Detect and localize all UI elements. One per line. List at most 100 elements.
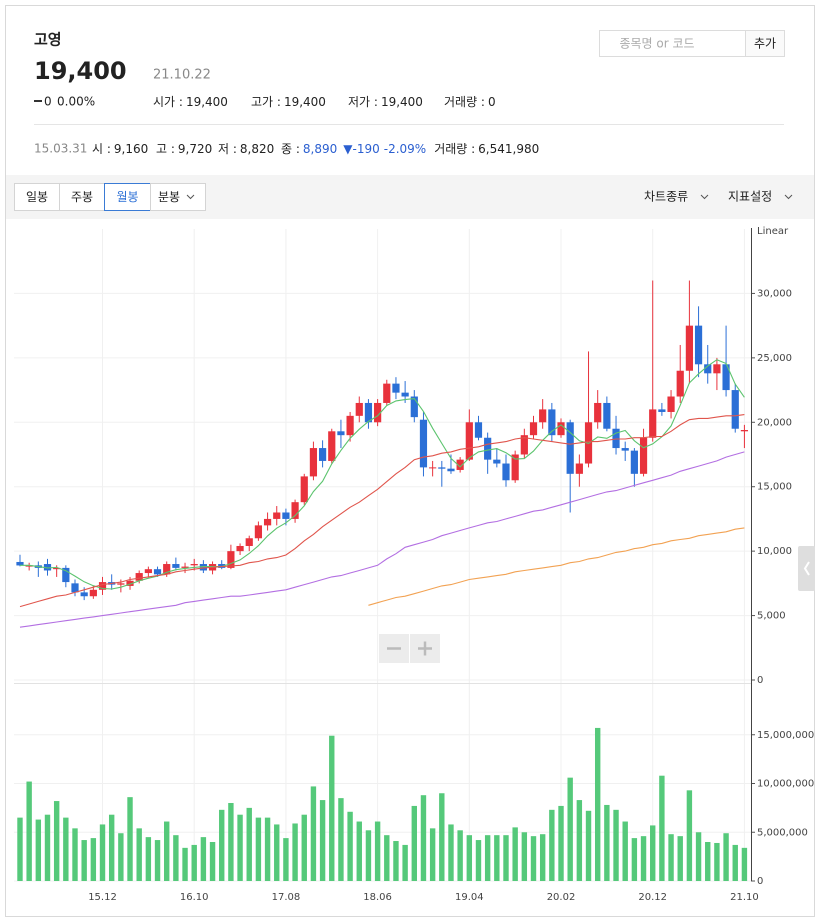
volume-bar bbox=[338, 798, 344, 881]
search-input[interactable] bbox=[599, 30, 746, 57]
volume-bar bbox=[99, 824, 106, 881]
info-value: 8,890 bbox=[303, 142, 337, 156]
volume-bar bbox=[173, 835, 179, 881]
volume-bar bbox=[63, 817, 69, 881]
candle-body bbox=[328, 431, 336, 461]
candle-body bbox=[713, 364, 721, 374]
y-tick-label: 20,000 bbox=[757, 417, 792, 428]
info-value: 9,160 bbox=[114, 142, 148, 156]
candle-body bbox=[25, 565, 33, 567]
candle-body bbox=[502, 463, 510, 481]
candle-body bbox=[16, 561, 24, 566]
volume-bar bbox=[741, 847, 748, 881]
volume-bar bbox=[549, 809, 555, 881]
candle-body bbox=[474, 422, 483, 438]
candle-body bbox=[612, 428, 620, 449]
candle-body bbox=[300, 476, 308, 503]
info-label: 거래량 : bbox=[434, 142, 475, 156]
volume-bar bbox=[539, 834, 546, 881]
volume-bar bbox=[631, 838, 638, 881]
volume-bar bbox=[255, 817, 262, 881]
period-tab[interactable] bbox=[104, 183, 151, 211]
candle-body bbox=[98, 582, 107, 590]
info-label: 시 : bbox=[92, 142, 111, 156]
chart-type-menu[interactable]: 차트종류 bbox=[644, 190, 688, 204]
candle-body bbox=[62, 567, 70, 583]
volume-bar bbox=[695, 832, 702, 881]
candle-body bbox=[649, 409, 657, 438]
volume-bar bbox=[81, 840, 87, 881]
volume-bar bbox=[622, 821, 628, 881]
candle-body bbox=[236, 545, 244, 552]
stock-price: 19,400 bbox=[34, 57, 127, 85]
volume-bar bbox=[228, 803, 234, 881]
candle-body bbox=[410, 396, 418, 418]
candle-body bbox=[594, 402, 602, 423]
candle-body bbox=[704, 364, 712, 374]
candle-body bbox=[355, 402, 363, 416]
candle-body bbox=[80, 592, 88, 597]
candle-body bbox=[309, 448, 318, 477]
volume-bar bbox=[475, 840, 482, 881]
stat-value: 19,400 bbox=[381, 95, 423, 109]
candle-body bbox=[465, 422, 473, 460]
info-change-pct: -2.09% bbox=[384, 142, 426, 156]
period-tabs: 일봉 주봉 월봉 분봉 bbox=[14, 183, 206, 211]
info-value: 6,541,980 bbox=[478, 142, 539, 156]
volume-bar bbox=[585, 810, 592, 881]
volume-bar bbox=[686, 790, 693, 881]
search[interactable]: 종목명 or 코드 추가 bbox=[599, 30, 785, 57]
candle-body bbox=[181, 566, 189, 568]
candle-body bbox=[493, 459, 501, 464]
candle-body bbox=[364, 402, 373, 423]
candle-body bbox=[566, 422, 574, 474]
volume-bar bbox=[200, 837, 207, 881]
candle-body bbox=[456, 459, 464, 470]
candle-body bbox=[318, 448, 327, 461]
candle-body bbox=[245, 538, 253, 546]
candle-body bbox=[630, 450, 638, 474]
volume-bar bbox=[530, 836, 537, 881]
volume-bar bbox=[118, 833, 124, 881]
zoom-control bbox=[379, 634, 440, 663]
volume-bar bbox=[347, 811, 353, 881]
volume-bar bbox=[384, 835, 390, 881]
volume-bar bbox=[393, 841, 399, 881]
candle-body bbox=[658, 409, 666, 412]
volume-bar bbox=[659, 775, 665, 881]
stock-name: 고영 bbox=[34, 31, 62, 49]
candle-body bbox=[539, 409, 547, 423]
indicator-menu[interactable]: 지표설정 bbox=[728, 190, 772, 204]
info-label: 고 : bbox=[156, 142, 175, 156]
volume-bar bbox=[439, 793, 445, 881]
stat: 고가 :19,400 bbox=[251, 95, 326, 109]
x-tick-label: 20.02 bbox=[547, 892, 576, 903]
volume-bar bbox=[484, 835, 491, 881]
candle-body bbox=[263, 518, 272, 526]
period-tab[interactable] bbox=[14, 183, 60, 211]
moving-average bbox=[368, 527, 745, 606]
volume-bar bbox=[319, 800, 326, 881]
stat-label: 거래량 : bbox=[444, 95, 485, 109]
volume-bar bbox=[457, 830, 463, 881]
price-date: 21.10.22 bbox=[153, 68, 211, 83]
x-tick-label: 18.06 bbox=[363, 892, 392, 903]
candle-body bbox=[484, 437, 492, 460]
info-item: 저 :8,820 bbox=[218, 142, 274, 156]
y-tick-label: 0 bbox=[757, 675, 763, 686]
candle-body bbox=[163, 564, 171, 575]
period-tab-label: 분봉 bbox=[158, 190, 180, 204]
volume-bar bbox=[292, 823, 298, 881]
candle-body bbox=[438, 467, 446, 469]
volume-bar bbox=[209, 842, 216, 881]
candle-body bbox=[199, 564, 207, 571]
candle-body bbox=[273, 512, 281, 519]
side-tab[interactable] bbox=[798, 546, 815, 591]
candle-body bbox=[722, 364, 730, 391]
add-button[interactable] bbox=[745, 30, 785, 57]
period-tab[interactable] bbox=[150, 183, 206, 211]
stat-label: 저가 : bbox=[348, 95, 378, 109]
volume-bar bbox=[567, 777, 573, 881]
volume-bar bbox=[604, 804, 610, 881]
